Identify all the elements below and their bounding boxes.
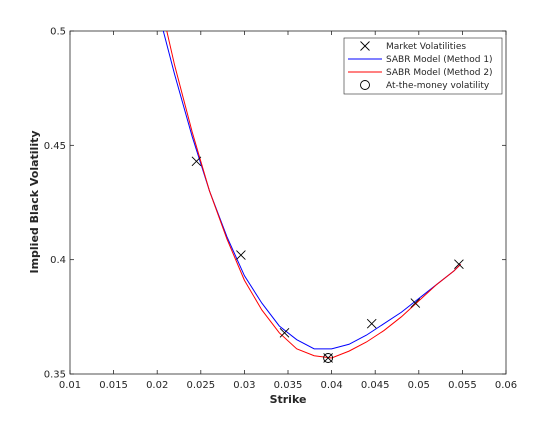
x-marker-stroke [323, 353, 333, 363]
y-axis-label: Implied Black Volatility [28, 130, 41, 273]
market-volatility-point [454, 259, 464, 270]
series-line [166, 31, 462, 359]
market-volatility-point [236, 250, 246, 260]
legend-box [343, 37, 503, 95]
legend-entry-label: Market Volatilities [386, 42, 466, 52]
y-tick-label: 0.4 [50, 255, 66, 266]
x-tick-label: 0.02 [146, 380, 168, 391]
x-tick-label: 0.025 [186, 380, 215, 391]
x-tick-label: 0.035 [274, 380, 303, 391]
x-tick-label: 0.03 [233, 380, 255, 391]
x-marker-stroke [236, 250, 246, 260]
legend-entry-label: SABR Model (Method 2) [386, 68, 493, 78]
series-layer [162, 31, 464, 363]
legend-entry-label: SABR Model (Method 1) [386, 55, 493, 65]
market-volatility-point [191, 156, 202, 167]
x-marker-stroke [454, 259, 464, 270]
y-tick-label: 0.5 [50, 27, 66, 38]
y-tick-label: 0.35 [44, 370, 66, 381]
legend-x-swatch [360, 41, 370, 51]
x-marker-stroke [366, 318, 377, 329]
market-volatility-point [366, 318, 377, 329]
x-marker-stroke [360, 41, 370, 51]
atm-volatility-point [323, 353, 334, 363]
x-marker-stroke [279, 328, 290, 338]
x-tick-label: 0.045 [361, 380, 390, 391]
x-tick-label: 0.055 [448, 380, 477, 391]
legend-items: Market Volatilities SABR Model (Method 1)… [348, 41, 493, 91]
x-tick-label: 0.04 [320, 380, 342, 391]
x-axis-label: Strike [270, 393, 307, 406]
x-tick-label: 0.015 [99, 380, 128, 391]
legend-circle-swatch [360, 80, 370, 90]
y-tick-label: 0.45 [44, 141, 66, 152]
legend: Market Volatilities SABR Model (Method 1)… [343, 37, 503, 95]
x-tick-label: 0.05 [408, 380, 430, 391]
x-tick-label: 0.06 [495, 380, 517, 391]
x-tick-label: 0.01 [59, 380, 81, 391]
market-volatility-point [323, 353, 333, 363]
ticks: 0.01 0.015 0.02 0.025 0.03 0.035 0.04 0.045 0.05… [44, 27, 517, 392]
x-marker-stroke [191, 156, 202, 167]
x-marker-stroke [410, 298, 421, 308]
market-volatility-point [410, 298, 421, 308]
market-volatility-point [279, 328, 290, 338]
legend-entry-label: At-the-money volatility [386, 81, 490, 91]
